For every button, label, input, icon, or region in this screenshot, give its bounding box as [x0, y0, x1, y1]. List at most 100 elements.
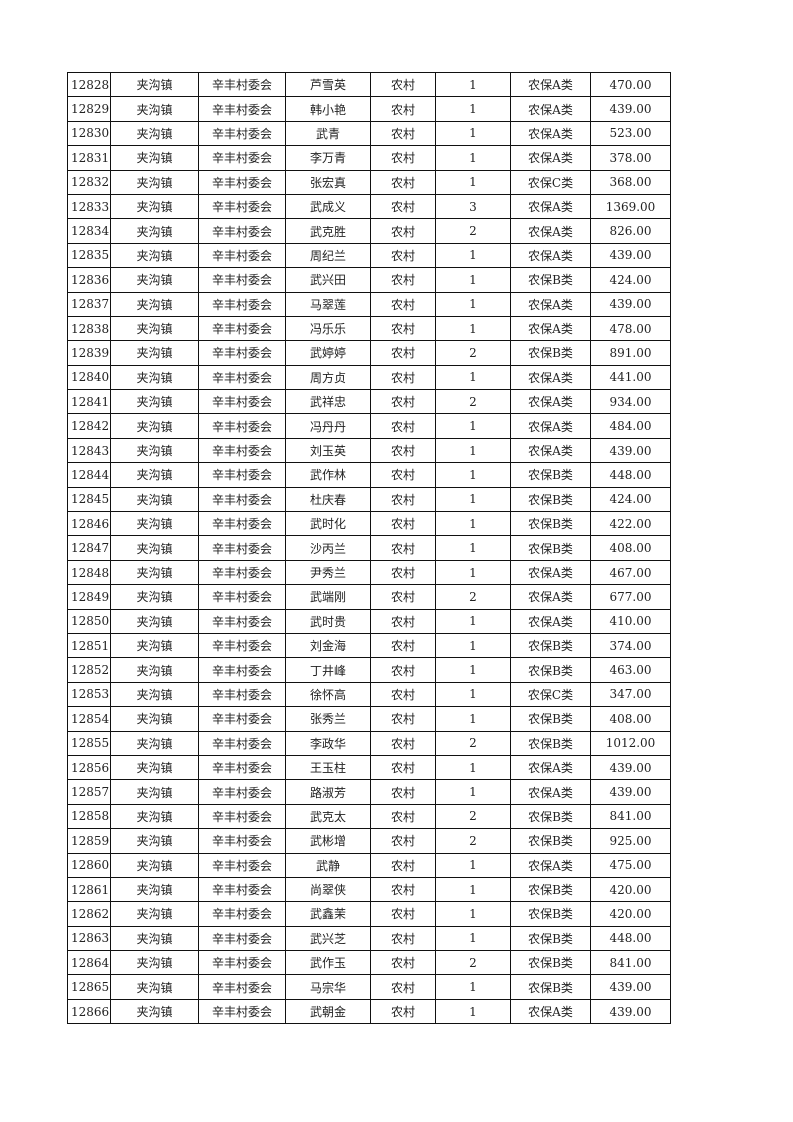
cell-household-type: 农村 [370, 413, 436, 439]
cell-member-count: 2 [435, 389, 511, 415]
cell-member-count: 2 [435, 828, 511, 854]
cell-person-name: 李万青 [285, 145, 371, 171]
cell-person-name: 武青 [285, 120, 371, 147]
cell-village-committee: 辛丰村委会 [198, 120, 286, 147]
cell-town: 夹沟镇 [110, 96, 199, 122]
cell-insurance-class: 农保B类 [510, 828, 591, 854]
cell-town: 夹沟镇 [110, 486, 199, 513]
cell-town: 夹沟镇 [110, 437, 199, 464]
cell-person-name: 尹秀兰 [285, 559, 371, 586]
cell-record-id: 12865 [67, 974, 111, 1000]
cell-amount: 347.00 [590, 681, 671, 708]
cell-amount: 408.00 [590, 535, 671, 561]
cell-town: 夹沟镇 [110, 632, 199, 659]
table-row: 12831 夹沟镇 辛丰村委会 李万青 农村 1 农保A类 378.00 [67, 145, 671, 171]
cell-insurance-class: 农保A类 [510, 291, 591, 317]
table-row: 12854 夹沟镇 辛丰村委会 张秀兰 农村 1 农保B类 408.00 [67, 706, 671, 732]
cell-town: 夹沟镇 [110, 193, 199, 220]
table-row: 12852 夹沟镇 辛丰村委会 丁井峰 农村 1 农保B类 463.00 [67, 657, 671, 683]
cell-member-count: 1 [435, 242, 511, 269]
cell-person-name: 周纪兰 [285, 242, 371, 269]
table-row: 12860 夹沟镇 辛丰村委会 武静 农村 1 农保A类 475.00 [67, 852, 671, 878]
cell-insurance-class: 农保B类 [510, 267, 591, 293]
cell-household-type: 农村 [370, 364, 436, 391]
cell-insurance-class: 农保B类 [510, 632, 591, 659]
cell-town: 夹沟镇 [110, 754, 199, 781]
cell-insurance-class: 农保A类 [510, 437, 591, 464]
cell-town: 夹沟镇 [110, 291, 199, 317]
cell-person-name: 张秀兰 [285, 706, 371, 732]
table-row: 12863 夹沟镇 辛丰村委会 武兴芝 农村 1 农保B类 448.00 [67, 925, 671, 952]
cell-record-id: 12831 [67, 145, 111, 171]
cell-record-id: 12864 [67, 950, 111, 976]
cell-member-count: 1 [435, 145, 511, 171]
table-row: 12838 夹沟镇 辛丰村委会 冯乐乐 农村 1 农保A类 478.00 [67, 315, 671, 342]
table-row: 12866 夹沟镇 辛丰村委会 武朝金 农村 1 农保A类 439.00 [67, 998, 671, 1025]
cell-record-id: 12836 [67, 267, 111, 293]
table-row: 12862 夹沟镇 辛丰村委会 武鑫茉 农村 1 农保B类 420.00 [67, 901, 671, 927]
cell-record-id: 12863 [67, 925, 111, 952]
cell-household-type: 农村 [370, 632, 436, 659]
cell-amount: 439.00 [590, 998, 671, 1025]
cell-amount: 439.00 [590, 96, 671, 122]
cell-insurance-class: 农保C类 [510, 169, 591, 195]
cell-amount: 424.00 [590, 267, 671, 293]
cell-village-committee: 辛丰村委会 [198, 852, 286, 878]
cell-member-count: 1 [435, 364, 511, 391]
cell-village-committee: 辛丰村委会 [198, 559, 286, 586]
cell-record-id: 12853 [67, 681, 111, 708]
cell-village-committee: 辛丰村委会 [198, 828, 286, 854]
cell-member-count: 2 [435, 218, 511, 244]
cell-town: 夹沟镇 [110, 340, 199, 366]
cell-person-name: 芦雪英 [285, 71, 371, 98]
cell-person-name: 武克太 [285, 803, 371, 830]
table-row: 12837 夹沟镇 辛丰村委会 马翠莲 农村 1 农保A类 439.00 [67, 291, 671, 317]
cell-member-count: 1 [435, 71, 511, 98]
cell-member-count: 1 [435, 681, 511, 708]
cell-household-type: 农村 [370, 730, 436, 756]
cell-amount: 1012.00 [590, 730, 671, 756]
cell-amount: 420.00 [590, 876, 671, 903]
cell-record-id: 12846 [67, 511, 111, 537]
cell-town: 夹沟镇 [110, 681, 199, 708]
cell-village-committee: 辛丰村委会 [198, 681, 286, 708]
cell-amount: 475.00 [590, 852, 671, 878]
cell-record-id: 12855 [67, 730, 111, 756]
cell-person-name: 武兴芝 [285, 925, 371, 952]
cell-town: 夹沟镇 [110, 169, 199, 195]
cell-town: 夹沟镇 [110, 998, 199, 1025]
cell-record-id: 12838 [67, 315, 111, 342]
cell-person-name: 路淑芳 [285, 779, 371, 805]
cell-household-type: 农村 [370, 340, 436, 366]
table-row: 12846 夹沟镇 辛丰村委会 武时化 农村 1 农保B类 422.00 [67, 511, 671, 537]
cell-village-committee: 辛丰村委会 [198, 535, 286, 561]
cell-amount: 484.00 [590, 413, 671, 439]
cell-household-type: 农村 [370, 96, 436, 122]
cell-person-name: 徐怀高 [285, 681, 371, 708]
cell-household-type: 农村 [370, 120, 436, 147]
cell-person-name: 王玉柱 [285, 754, 371, 781]
cell-household-type: 农村 [370, 193, 436, 220]
cell-town: 夹沟镇 [110, 657, 199, 683]
cell-town: 夹沟镇 [110, 218, 199, 244]
cell-town: 夹沟镇 [110, 876, 199, 903]
table-row: 12830 夹沟镇 辛丰村委会 武青 农村 1 农保A类 523.00 [67, 120, 671, 147]
cell-member-count: 1 [435, 169, 511, 195]
cell-record-id: 12860 [67, 852, 111, 878]
cell-person-name: 杜庆春 [285, 486, 371, 513]
cell-amount: 463.00 [590, 657, 671, 683]
table-row: 12832 夹沟镇 辛丰村委会 张宏真 农村 1 农保C类 368.00 [67, 169, 671, 195]
cell-town: 夹沟镇 [110, 901, 199, 927]
cell-household-type: 农村 [370, 998, 436, 1025]
cell-town: 夹沟镇 [110, 389, 199, 415]
cell-amount: 410.00 [590, 608, 671, 634]
cell-amount: 374.00 [590, 632, 671, 659]
cell-insurance-class: 农保A类 [510, 71, 591, 98]
cell-person-name: 武朝金 [285, 998, 371, 1025]
cell-village-committee: 辛丰村委会 [198, 71, 286, 98]
cell-amount: 441.00 [590, 364, 671, 391]
cell-member-count: 1 [435, 315, 511, 342]
cell-town: 夹沟镇 [110, 364, 199, 391]
cell-insurance-class: 农保A类 [510, 389, 591, 415]
table-row: 12850 夹沟镇 辛丰村委会 武时贵 农村 1 农保A类 410.00 [67, 608, 671, 634]
